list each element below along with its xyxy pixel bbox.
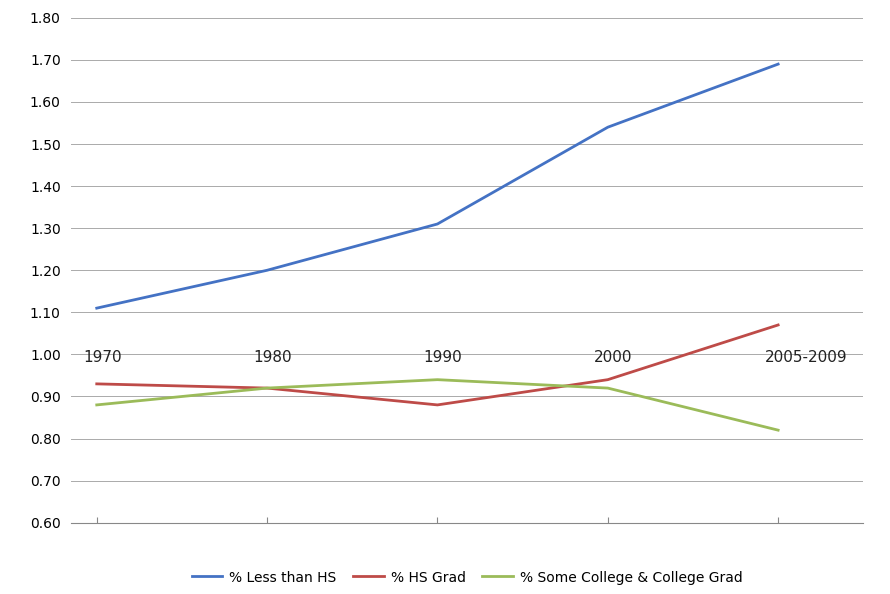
% HS Grad: [603, 376, 613, 383]
% Some College & College Grad: [603, 384, 613, 391]
% Some College & College Grad: [92, 402, 102, 409]
% Less than HS: [433, 220, 443, 228]
Text: 1970: 1970: [83, 350, 122, 365]
% Some College & College Grad: [773, 426, 783, 434]
Text: 2005-2009: 2005-2009: [765, 350, 847, 365]
% HS Grad: [92, 380, 102, 387]
% HS Grad: [262, 384, 272, 391]
Line: % Less than HS: % Less than HS: [97, 64, 778, 308]
% Less than HS: [92, 305, 102, 312]
Legend: % Less than HS, % HS Grad, % Some College & College Grad: % Less than HS, % HS Grad, % Some Colleg…: [186, 565, 748, 590]
Line: % Some College & College Grad: % Some College & College Grad: [97, 380, 778, 430]
Text: 1980: 1980: [254, 350, 292, 365]
% Less than HS: [603, 124, 613, 131]
% Less than HS: [262, 267, 272, 274]
% Some College & College Grad: [433, 376, 443, 383]
% Some College & College Grad: [262, 384, 272, 391]
% HS Grad: [433, 402, 443, 409]
Text: 2000: 2000: [595, 350, 633, 365]
% Less than HS: [773, 61, 783, 68]
Line: % HS Grad: % HS Grad: [97, 325, 778, 405]
Text: 1990: 1990: [424, 350, 463, 365]
% HS Grad: [773, 321, 783, 328]
